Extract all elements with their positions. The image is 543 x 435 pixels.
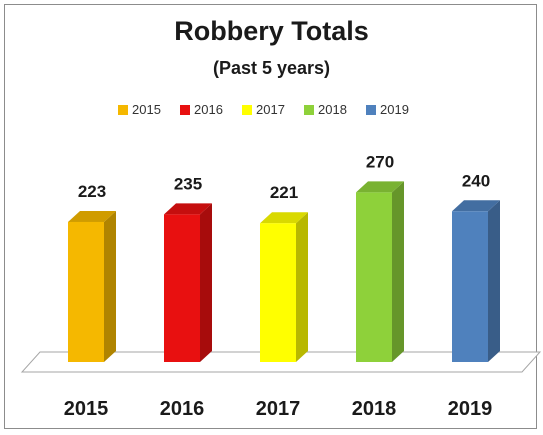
bar-top — [452, 200, 500, 212]
category-label: 2018 — [352, 398, 397, 420]
legend-swatch — [242, 105, 252, 115]
bar — [260, 223, 296, 362]
chart-title: Robbery Totals — [174, 16, 369, 46]
category-label: 2015 — [64, 398, 109, 420]
legend-label: 2015 — [132, 102, 161, 117]
legend-label: 2016 — [194, 102, 223, 117]
bar — [68, 221, 104, 362]
value-label: 221 — [270, 183, 298, 202]
bar-top — [164, 203, 212, 215]
bar-top — [356, 181, 404, 193]
bar — [164, 214, 200, 362]
bar-side — [488, 200, 500, 362]
bar-side — [296, 212, 308, 362]
legend-swatch — [180, 105, 190, 115]
value-label: 223 — [78, 182, 106, 201]
legend-swatch — [118, 105, 128, 115]
bar — [356, 192, 392, 362]
legend-swatch — [304, 105, 314, 115]
bar-side — [104, 210, 116, 362]
value-label: 240 — [462, 171, 490, 190]
category-label: 2016 — [160, 398, 205, 420]
legend-swatch — [366, 105, 376, 115]
bar-top — [68, 210, 116, 222]
value-label: 235 — [174, 174, 202, 193]
legend-label: 2017 — [256, 102, 285, 117]
legend-label: 2019 — [380, 102, 409, 117]
bar-side — [392, 181, 404, 362]
bar-top — [260, 212, 308, 224]
legend-label: 2018 — [318, 102, 347, 117]
bar — [452, 211, 488, 362]
category-label: 2017 — [256, 398, 301, 420]
value-label: 270 — [366, 152, 394, 171]
category-label: 2019 — [448, 398, 493, 420]
chart-subtitle: (Past 5 years) — [212, 58, 331, 78]
bar-side — [200, 203, 212, 362]
